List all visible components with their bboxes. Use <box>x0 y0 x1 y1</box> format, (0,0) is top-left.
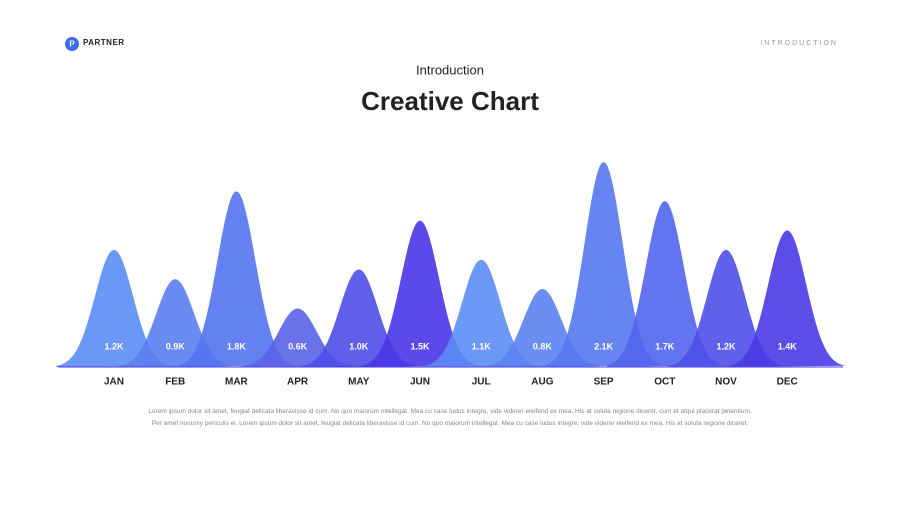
plot: 1.2K JAN 0.9K FEB 1.8K MAR 0.6K APR 1.0K MAY 1.5K J… <box>56 162 846 388</box>
logo: P <box>65 37 79 51</box>
area-peak <box>362 220 478 367</box>
x-tick-label: NOV <box>715 377 737 388</box>
value-label: 0.9K <box>166 341 186 351</box>
body-text: Lorem ipsum dolor sit amet, feugiat deli… <box>148 408 752 427</box>
x-tick-label: AUG <box>531 377 553 388</box>
area-peak <box>729 230 846 367</box>
area-peak <box>178 191 295 367</box>
x-tick-label: JUN <box>410 377 430 388</box>
x-tick-label: JAN <box>104 377 124 388</box>
chart-title: Creative Chart <box>361 86 539 116</box>
section-label: INTRODUCTION <box>760 40 838 47</box>
x-tick-label: MAR <box>225 377 249 388</box>
x-tick-label: JUL <box>472 377 491 388</box>
brand: PARTNER <box>83 38 125 47</box>
x-tick-label: APR <box>287 377 309 388</box>
value-label: 1.0K <box>349 341 369 351</box>
x-tick-label: MAY <box>348 377 370 388</box>
x-tick-label: SEP <box>594 377 614 388</box>
value-label: 1.2K <box>104 341 124 351</box>
value-label: 1.7K <box>655 341 675 351</box>
x-tick-label: DEC <box>777 377 798 388</box>
value-label: 0.6K <box>288 341 308 351</box>
area-peak <box>606 201 723 367</box>
value-label: 1.1K <box>472 341 492 351</box>
value-label: 1.4K <box>778 341 798 351</box>
chart-subtitle: Introduction <box>416 62 484 77</box>
area-peak <box>56 249 172 367</box>
area-peak <box>545 162 662 367</box>
logo-icon <box>65 37 79 51</box>
value-label: 1.2K <box>716 341 736 351</box>
value-label: 2.1K <box>594 341 614 351</box>
value-label: 0.8K <box>533 341 553 351</box>
x-tick-label: OCT <box>654 377 675 388</box>
value-label: 1.8K <box>227 341 247 351</box>
logo-letter: P <box>69 40 75 49</box>
value-label: 1.5K <box>410 341 430 351</box>
area-peak <box>423 259 540 367</box>
x-tick-label: FEB <box>165 377 185 388</box>
